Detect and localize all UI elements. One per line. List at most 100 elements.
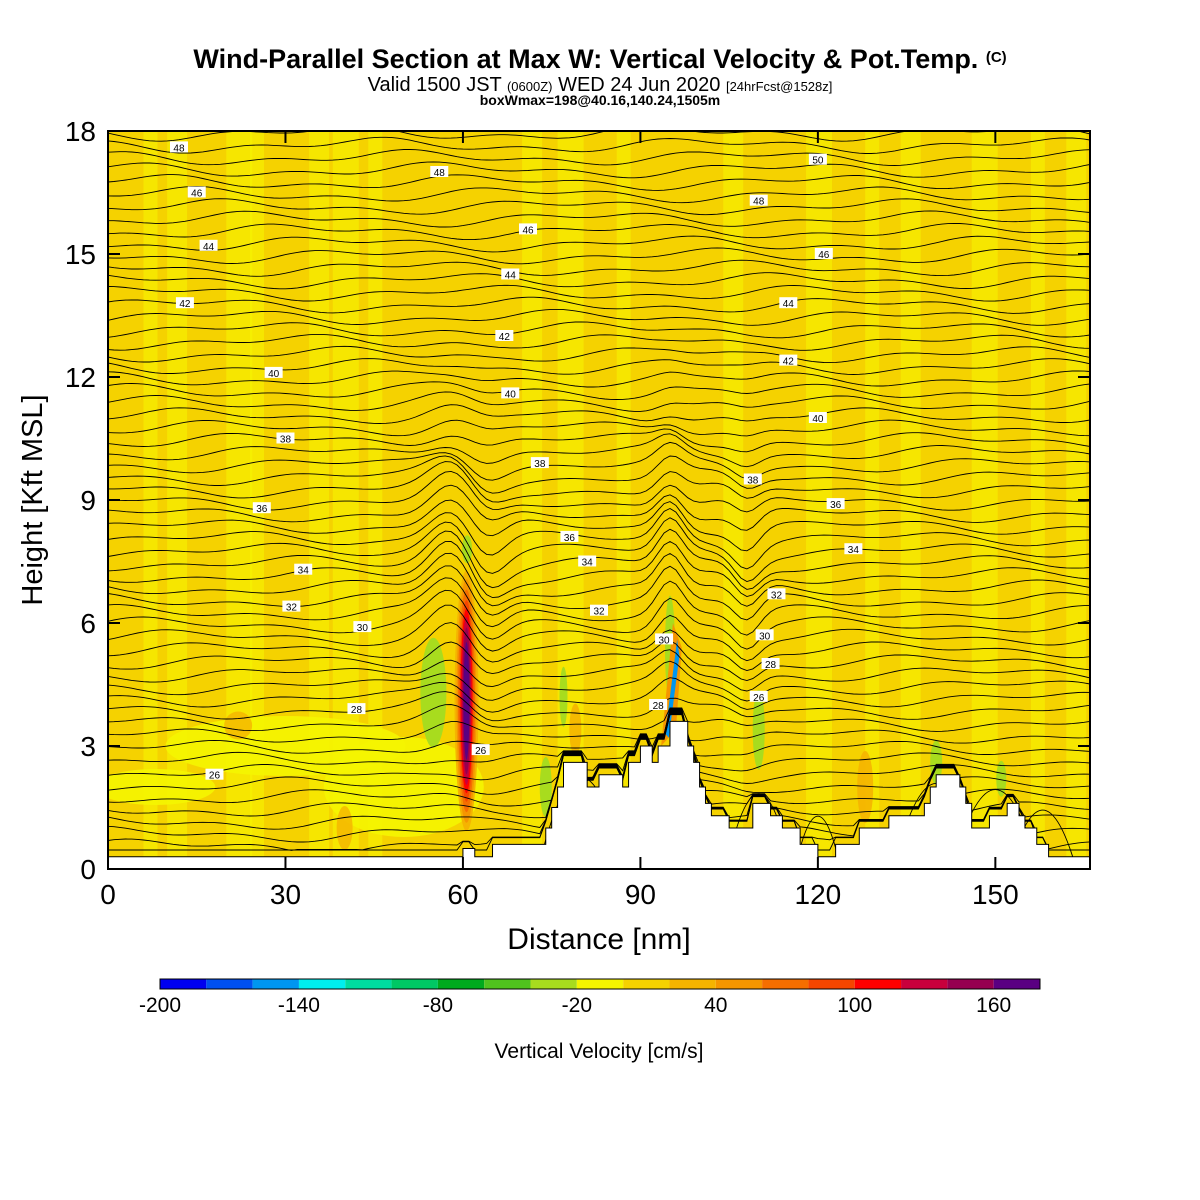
isentrope-label: 38 xyxy=(276,432,295,446)
isentrope-label-bg xyxy=(814,248,833,259)
isentrope-line xyxy=(108,404,1090,424)
updraft-band xyxy=(900,131,921,869)
y-axis-label: Height [Kft MSL] xyxy=(17,394,49,605)
y-tick-label: 15 xyxy=(65,239,96,270)
isentrope-label-bg xyxy=(578,555,597,567)
isentrope-label: 26 xyxy=(749,690,768,704)
isentrope-line xyxy=(108,198,1090,216)
isentrope-label-bg xyxy=(649,699,668,710)
isentrope-label-text: 42 xyxy=(783,357,795,368)
downdraft-band xyxy=(752,689,765,770)
isentrope-line xyxy=(108,604,1090,662)
isentrope-label: 32 xyxy=(282,600,301,614)
isentrope-line xyxy=(108,186,1090,204)
forecast-info: [24hrFcst@1528z] xyxy=(725,79,833,94)
isentrope-label-text: 40 xyxy=(812,414,824,425)
isentrope-label-text: 36 xyxy=(564,533,576,544)
isentrope-line xyxy=(108,391,1090,412)
weak-updraft xyxy=(857,751,874,823)
colorbar-swatch xyxy=(391,979,438,989)
isentrope-label-bg xyxy=(347,703,366,715)
y-tick-label: 3 xyxy=(80,731,96,762)
isentrope-label-bg xyxy=(264,366,283,378)
isentrope-label-text: 32 xyxy=(286,603,298,614)
isentrope-label-text: 28 xyxy=(351,705,363,716)
colorbar-tick-label: -20 xyxy=(562,994,592,1017)
isentrope-line xyxy=(108,540,1090,599)
colorbar-swatch xyxy=(993,979,1040,989)
isentrope-label: 44 xyxy=(779,297,798,310)
isentrope-label-text: 28 xyxy=(653,701,665,712)
isentrope-line xyxy=(108,428,1090,453)
downdraft-band xyxy=(559,666,568,727)
isentrope-label-text: 44 xyxy=(505,271,517,282)
isentrope-line xyxy=(108,381,1090,400)
isentrope-label-bg xyxy=(471,744,490,756)
isentrope-line xyxy=(108,222,1090,241)
valid-time: Valid 1500 JST xyxy=(367,74,502,96)
colorbar-swatch xyxy=(901,979,948,989)
weak-updraft xyxy=(569,703,582,756)
isentrope-labels: 48 48 50 46 46 48 44 44 46 42 42 44 40 40 42 38 38 40 36 36… xyxy=(169,141,863,782)
isentrope-line xyxy=(108,308,1090,326)
isentrope-label-text: 42 xyxy=(179,299,191,310)
isentrope-line xyxy=(108,161,1090,179)
valid-date: WED 24 Jun 2020 xyxy=(558,74,721,96)
isentrope-line xyxy=(108,649,1090,692)
x-tick-label: 90 xyxy=(625,879,656,910)
isentrope-line xyxy=(108,272,1090,290)
isentrope-line xyxy=(108,149,1090,166)
x-tick-label: 0 xyxy=(100,879,116,910)
isentrope-label: 30 xyxy=(755,629,774,642)
isentrope-line xyxy=(108,709,1090,772)
colorbar: -200 -140 -80 -20 40 100 160 xyxy=(139,978,1041,1017)
isentrope-label: 50 xyxy=(808,153,827,167)
x-tick-label: 30 xyxy=(270,879,301,910)
isentrope-line xyxy=(108,484,1090,531)
isentrope-label-text: 38 xyxy=(280,435,292,446)
x-axis-label: Distance [nm] xyxy=(507,923,690,956)
isentrope-label-text: 36 xyxy=(256,504,268,515)
isentrope-line xyxy=(108,419,1090,437)
isentrope-line xyxy=(108,622,1090,671)
chart-title-main: Wind-Parallel Section at Max W: Vertical… xyxy=(193,44,979,74)
colorbar-tick-label: 160 xyxy=(976,994,1011,1017)
isentrope-line xyxy=(108,470,1090,513)
updraft-band xyxy=(1030,131,1045,869)
isentrope-label-bg xyxy=(761,658,780,669)
colorbar-tick-label: 100 xyxy=(837,994,872,1017)
isentrope-line xyxy=(108,528,1090,590)
isentrope-line xyxy=(108,461,1090,503)
isentrope-label-bg xyxy=(530,457,549,469)
isentrope-label: 36 xyxy=(826,498,845,511)
y-tick-label: 9 xyxy=(80,485,96,516)
isentrope-label-bg xyxy=(808,153,827,165)
isentrope-label-text: 46 xyxy=(818,250,830,261)
isentrope-label: 44 xyxy=(501,268,520,282)
isentrope-label-text: 30 xyxy=(659,635,671,646)
isentrope-label-text: 32 xyxy=(771,590,783,601)
isentrope-label-text: 42 xyxy=(499,332,511,343)
downdraft-band xyxy=(420,637,447,748)
isentrope-label-bg xyxy=(767,588,786,600)
isentrope-label-bg xyxy=(749,194,768,206)
isentrope-label-bg xyxy=(353,621,372,633)
x-tick-label: 60 xyxy=(447,879,478,910)
isentrope-label-text: 46 xyxy=(522,225,534,236)
colorbar-swatch xyxy=(437,979,485,989)
colorbar-swatch xyxy=(298,979,346,989)
isentrope-label-text: 48 xyxy=(173,143,185,154)
isentrope-line xyxy=(108,210,1090,228)
updraft-band xyxy=(557,131,584,869)
isentrope-line xyxy=(108,455,1090,494)
isentrope-label-text: 26 xyxy=(209,771,221,782)
isentrope-line xyxy=(108,441,1090,481)
isentrope-label-bg xyxy=(187,186,206,198)
isentrope-label-bg xyxy=(175,297,194,309)
isentrope-label-bg xyxy=(779,297,798,309)
isentrope-label: 30 xyxy=(655,633,674,646)
isentrope-label-text: 36 xyxy=(830,500,842,511)
updraft-band xyxy=(723,131,744,869)
isentrope-line xyxy=(108,370,1090,388)
